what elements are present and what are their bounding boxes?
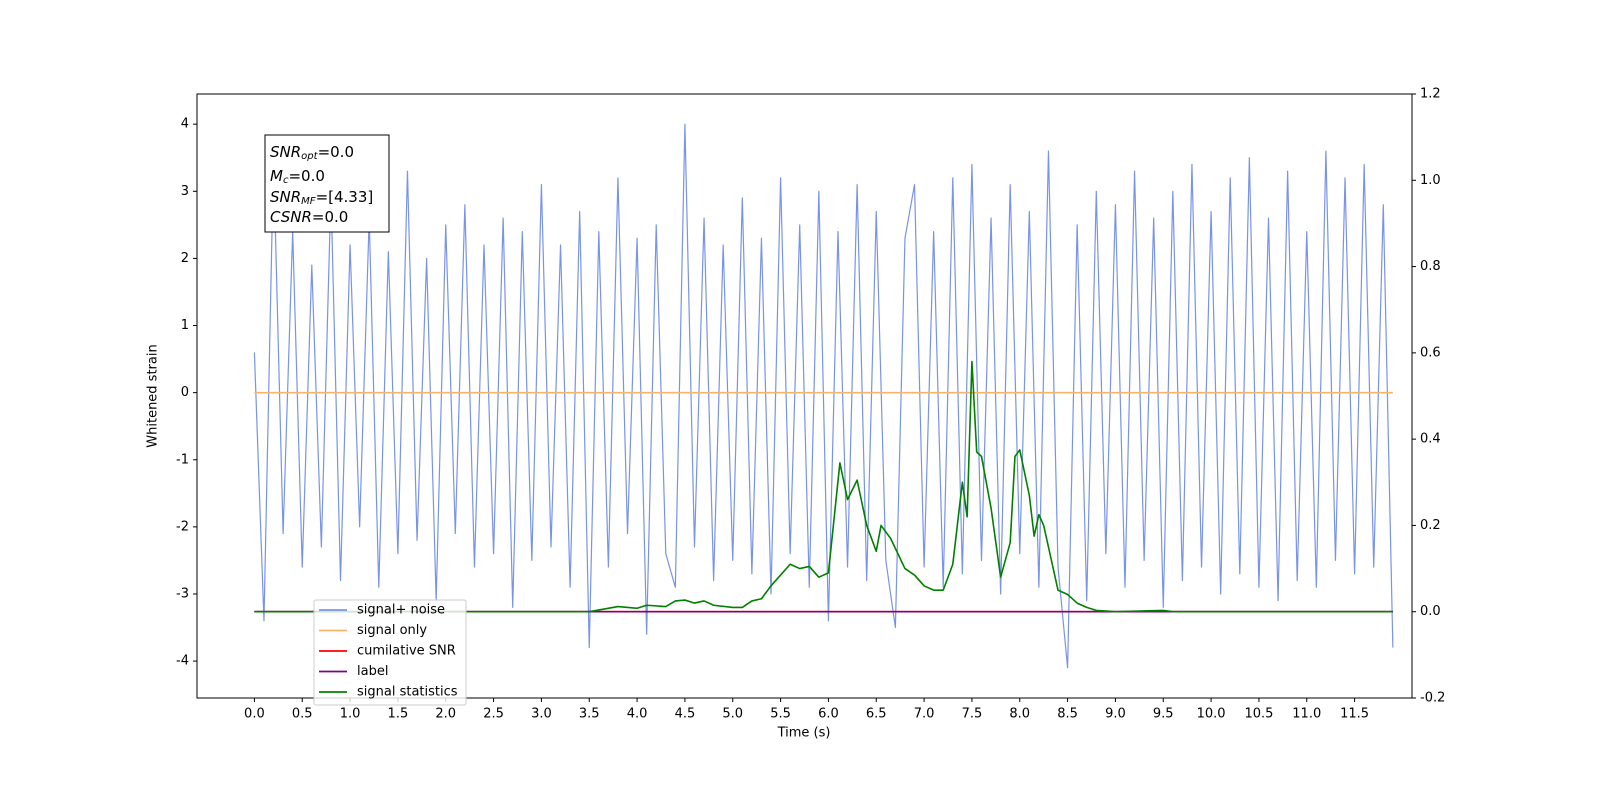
series-line <box>254 360 1393 613</box>
annotation-line: Mc=0.0 <box>270 167 325 187</box>
plot-frame <box>196 93 1413 699</box>
legend-label: cumilative SNR <box>357 644 456 659</box>
x-tick-label: 7.0 <box>914 707 935 722</box>
x-tick-label: 7.5 <box>962 707 983 722</box>
legend-box <box>313 599 467 706</box>
annotation-line: CSNR=0.0 <box>270 208 348 226</box>
legend: signal+ noise signal only cumilative SNR la… <box>313 599 467 706</box>
y-tick-label: 4 <box>181 117 189 132</box>
y-axis-label: Whitened strain <box>146 344 161 447</box>
x-tick-label: 3.0 <box>531 707 552 722</box>
x-tick-label: 10.0 <box>1197 707 1226 722</box>
y2-tick-label: 0.2 <box>1420 518 1441 533</box>
x-tick-label: 3.5 <box>579 707 600 722</box>
x-tick-label: 1.5 <box>388 707 409 722</box>
annotation-line: SNRopt=0.0 <box>270 143 354 163</box>
x-tick-label: 10.5 <box>1244 707 1273 722</box>
x-tick-label: 5.0 <box>722 707 743 722</box>
y2-tick-label: 0.4 <box>1420 432 1441 447</box>
x-tick-label: 9.0 <box>1105 707 1126 722</box>
y-tick-label: 3 <box>181 184 189 199</box>
annotation-value: =[4.33] <box>316 188 374 206</box>
x-tick-label: 8.0 <box>1009 707 1030 722</box>
x-tick-label: 0.5 <box>292 707 313 722</box>
x-axis-label: Time (s) <box>777 726 831 741</box>
annotation-subscript: c <box>283 175 289 186</box>
x-tick-label: 11.0 <box>1292 707 1321 722</box>
y-tick-label: 0 <box>181 385 189 400</box>
y-tick-label: 2 <box>181 251 189 266</box>
x-tick-label: 4.0 <box>627 707 648 722</box>
x-tick-label: 0.0 <box>244 707 265 722</box>
y2-tick-label: 0.0 <box>1420 604 1441 619</box>
annotation-subscript: opt <box>301 151 318 162</box>
annotation-symbol: CSNR <box>270 208 312 226</box>
annotation-symbol: SNR <box>270 143 301 161</box>
y2-tick-label: -0.2 <box>1420 691 1445 706</box>
y2-tick-label: 0.6 <box>1420 345 1441 360</box>
x-tick-label: 2.0 <box>435 707 456 722</box>
annotation-box <box>264 134 390 233</box>
x-tick-label: 6.0 <box>818 707 839 722</box>
legend-label: signal only <box>357 623 427 638</box>
y-tick-label: -4 <box>176 654 189 669</box>
y-tick-label: -2 <box>176 519 189 534</box>
annotation-subscript: MF <box>301 196 316 207</box>
x-tick-label: 9.5 <box>1153 707 1174 722</box>
x-tick-label: 4.5 <box>675 707 696 722</box>
legend-label: label <box>357 664 388 679</box>
y-tick-label: -1 <box>176 452 189 467</box>
x-tick-label: 8.5 <box>1057 707 1078 722</box>
legend-label: signal statistics <box>357 685 458 700</box>
annotation-value: =0.0 <box>288 167 324 185</box>
y-tick-label: -3 <box>176 586 189 601</box>
y-tick-label: 1 <box>181 318 189 333</box>
y2-tick-label: 1.2 <box>1420 87 1441 102</box>
annotation-line: SNRMF=[4.33] <box>270 188 373 208</box>
annotation-symbol: M <box>270 167 283 185</box>
x-tick-label: 1.0 <box>340 707 361 722</box>
x-tick-label: 11.5 <box>1340 707 1369 722</box>
annotation-value: =0.0 <box>318 143 354 161</box>
series-line <box>253 123 1394 669</box>
y2-tick-label: 1.0 <box>1420 173 1441 188</box>
x-tick-label: 6.5 <box>866 707 887 722</box>
legend-label: signal+ noise <box>357 603 445 618</box>
annotation-value: =0.0 <box>312 208 348 226</box>
annotation-symbol: SNR <box>270 188 301 206</box>
x-tick-label: 2.5 <box>483 707 504 722</box>
x-tick-label: 5.5 <box>770 707 791 722</box>
y2-tick-label: 0.8 <box>1420 259 1441 274</box>
